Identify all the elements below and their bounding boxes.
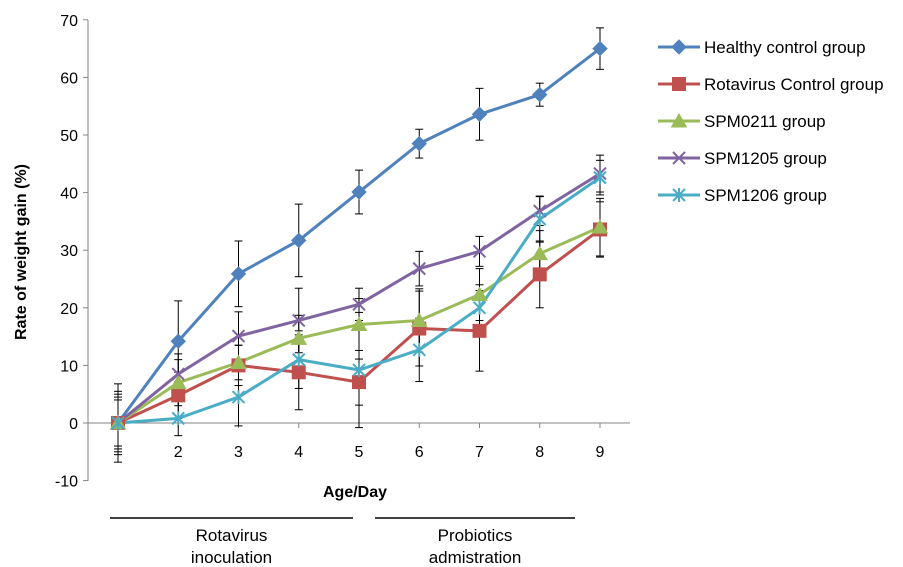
data-point — [230, 266, 247, 282]
data-point — [410, 312, 428, 327]
y-tick-label: 30 — [60, 243, 78, 260]
phase-label-line1: Probiotics — [438, 526, 513, 545]
y-tick-label: 70 — [60, 13, 78, 30]
data-point — [291, 232, 307, 249]
x-tick-label: 2 — [174, 444, 183, 461]
data-point — [169, 374, 187, 390]
data-point — [532, 267, 547, 282]
y-tick-label: 0 — [69, 416, 78, 433]
data-point — [292, 313, 306, 328]
phase-label-line2: admistration — [429, 548, 522, 567]
data-point — [291, 365, 306, 380]
data-point — [111, 416, 125, 430]
y-tick-label: 10 — [60, 358, 78, 375]
data-point — [412, 342, 426, 357]
data-point — [533, 212, 547, 227]
legend-marker — [672, 188, 686, 202]
x-tick-label: 5 — [355, 444, 364, 461]
y-tick-label: 20 — [60, 301, 78, 318]
y-tick-label: 50 — [60, 128, 78, 145]
x-tick-label: 3 — [234, 444, 243, 461]
legend-label: SPM1205 group — [704, 149, 827, 168]
x-tick-label: 7 — [475, 444, 484, 461]
data-point — [471, 286, 488, 302]
y-tick-label: 60 — [60, 70, 78, 87]
series-markers — [109, 40, 609, 431]
data-point — [350, 316, 368, 332]
data-point — [171, 367, 185, 381]
legend: Healthy control group Rotavirus Control g… — [658, 38, 884, 205]
x-tick-label: 9 — [596, 444, 605, 461]
data-point — [171, 411, 185, 426]
data-point — [471, 106, 488, 122]
data-point — [230, 354, 247, 370]
legend-marker — [671, 39, 687, 55]
data-point — [472, 300, 487, 315]
data-point — [352, 297, 366, 312]
x-tick-label: 4 — [294, 444, 303, 461]
legend-marker — [672, 151, 686, 165]
data-point — [591, 219, 609, 234]
data-point — [171, 388, 186, 403]
legend-marker — [672, 77, 686, 91]
error-bars — [114, 27, 604, 463]
x-tick-label: 8 — [535, 444, 544, 461]
data-point — [290, 330, 308, 345]
legend-label: Rotavirus Control group — [704, 75, 884, 94]
chart-axes: -10 0 10 20 30 40 50 60 70 2 3 4 5 6 7 8 9 — [55, 13, 630, 491]
legend-marker — [670, 112, 688, 128]
legend-label: SPM1206 group — [704, 186, 827, 205]
phase-label-line2: inoculation — [191, 548, 272, 567]
data-point — [351, 184, 367, 200]
data-point — [170, 333, 186, 349]
x-axis-title: Age/Day — [323, 484, 387, 501]
phase-annotations: Rotavirus inoculation Probiotics admistrati… — [110, 517, 575, 567]
data-point — [231, 390, 246, 405]
y-tick-label: 40 — [60, 186, 78, 203]
data-point — [412, 261, 426, 276]
data-point — [592, 40, 608, 57]
data-point — [531, 245, 549, 261]
x-tick-label: 6 — [415, 444, 424, 461]
y-tick-label: -10 — [55, 474, 78, 491]
y-axis-title: Rate of weight gain (%) — [13, 164, 30, 340]
data-point — [593, 170, 607, 185]
data-point — [532, 86, 548, 103]
legend-label: Healthy control group — [704, 38, 866, 57]
legend-label: SPM0211 group — [704, 112, 826, 131]
phase-label-line1: Rotavirus — [196, 526, 268, 545]
data-point — [472, 244, 487, 259]
data-point — [292, 352, 306, 367]
data-point — [411, 135, 427, 152]
data-point — [231, 329, 246, 343]
data-point — [472, 323, 487, 338]
data-point — [352, 375, 366, 390]
data-point — [352, 363, 366, 378]
